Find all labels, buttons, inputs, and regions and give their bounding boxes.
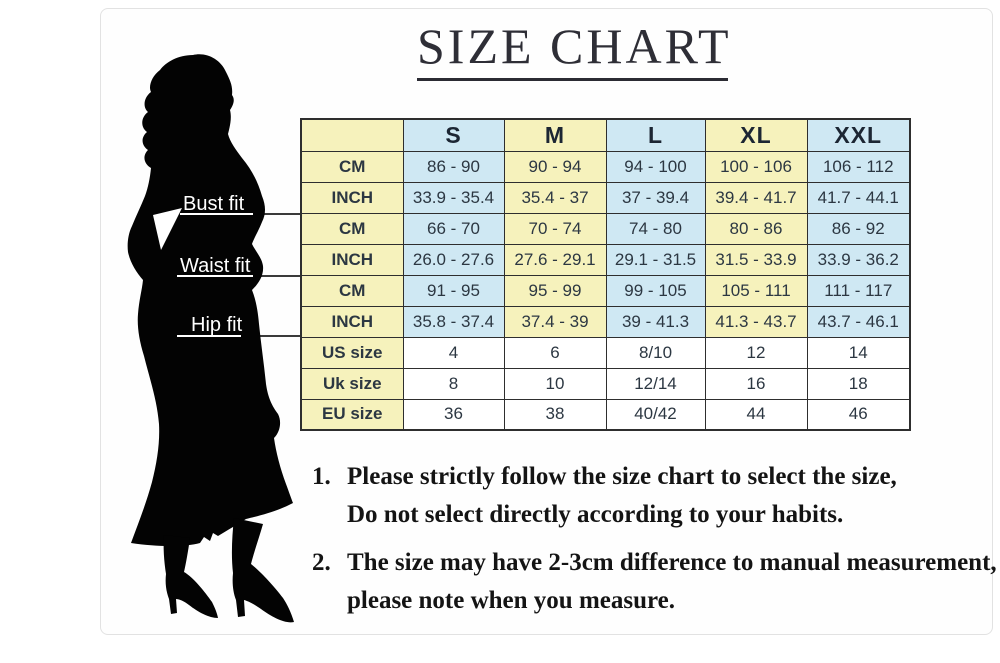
row-label: US size [300, 336, 404, 369]
bust-connector-line [248, 213, 300, 215]
bust-inch-row: INCH 33.9 - 35.4 35.4 - 37 37 - 39.4 39.… [300, 181, 911, 214]
note-2: 2. The size may have 2-3cm difference to… [312, 544, 997, 620]
size-cell: 46 [806, 398, 911, 431]
size-cell: 86 - 92 [806, 212, 911, 245]
hip-fit-underline [177, 335, 241, 337]
col-header-s: S [402, 118, 505, 152]
eu-size-row: EU size 36 38 40/42 44 46 [300, 398, 911, 431]
bust-fit-underline [180, 213, 253, 215]
size-cell: 33.9 - 36.2 [806, 243, 911, 276]
row-label: INCH [300, 181, 404, 214]
size-cell: 18 [806, 367, 911, 400]
note-2-line-2: please note when you measure. [347, 587, 676, 614]
col-header-blank [300, 118, 404, 152]
waist-fit-underline [177, 275, 253, 277]
hip-cm-row: CM 91 - 95 95 - 99 99 - 105 105 - 111 11… [300, 274, 911, 307]
size-cell: 37.4 - 39 [503, 305, 607, 338]
size-cell: 31.5 - 33.9 [704, 243, 808, 276]
row-label: CM [300, 150, 404, 183]
size-cell: 41.7 - 44.1 [806, 181, 911, 214]
size-cell: 41.3 - 43.7 [704, 305, 808, 338]
note-2-text: The size may have 2-3cm difference to ma… [347, 544, 997, 620]
page-title: SIZE CHART [417, 20, 729, 81]
size-cell: 4 [402, 336, 505, 369]
size-cell: 35.8 - 37.4 [402, 305, 505, 338]
hip-fit-label: Hip fit [191, 314, 243, 336]
col-header-xxl: XXL [806, 118, 911, 152]
row-label: INCH [300, 305, 404, 338]
size-cell: 90 - 94 [503, 150, 607, 183]
note-1-number: 1. [312, 463, 331, 490]
size-cell: 12 [704, 336, 808, 369]
col-header-xl: XL [704, 118, 808, 152]
waist-connector-line [248, 275, 300, 277]
size-cell: 40/42 [605, 398, 706, 431]
row-label: Uk size [300, 367, 404, 400]
woman-silhouette-figure [127, 54, 294, 623]
size-cell: 43.7 - 46.1 [806, 305, 911, 338]
size-cell: 12/14 [605, 367, 706, 400]
bust-fit-label: Bust fit [183, 193, 245, 215]
row-label: EU size [300, 398, 404, 431]
note-2-number: 2. [312, 549, 331, 576]
col-header-m: M [503, 118, 607, 152]
waist-fit-label: Waist fit [180, 255, 251, 277]
size-cell: 38 [503, 398, 607, 431]
bust-cm-row: CM 86 - 90 90 - 94 94 - 100 100 - 106 10… [300, 150, 911, 183]
size-cell: 14 [806, 336, 911, 369]
waist-cm-row: CM 66 - 70 70 - 74 74 - 80 80 - 86 86 - … [300, 212, 911, 245]
note-1-line-1: Please strictly follow the size chart to… [347, 463, 897, 490]
size-cell: 66 - 70 [402, 212, 505, 245]
size-cell: 39 - 41.3 [605, 305, 706, 338]
size-cell: 29.1 - 31.5 [605, 243, 706, 276]
size-cell: 100 - 106 [704, 150, 808, 183]
size-cell: 91 - 95 [402, 274, 505, 307]
size-cell: 39.4 - 41.7 [704, 181, 808, 214]
waist-inch-row: INCH 26.0 - 27.6 27.6 - 29.1 29.1 - 31.5… [300, 243, 911, 276]
size-cell: 86 - 90 [402, 150, 505, 183]
row-label: INCH [300, 243, 404, 276]
row-label: CM [300, 212, 404, 245]
size-cell: 6 [503, 336, 607, 369]
size-cell: 16 [704, 367, 808, 400]
uk-size-row: Uk size 8 10 12/14 16 18 [300, 367, 911, 400]
size-cell: 94 - 100 [605, 150, 706, 183]
row-label: CM [300, 274, 404, 307]
size-cell: 36 [402, 398, 505, 431]
size-cell: 10 [503, 367, 607, 400]
size-cell: 26.0 - 27.6 [402, 243, 505, 276]
size-cell: 44 [704, 398, 808, 431]
note-1: 1. Please strictly follow the size chart… [312, 458, 897, 534]
size-cell: 70 - 74 [503, 212, 607, 245]
us-size-row: US size 4 6 8/10 12 14 [300, 336, 911, 369]
col-header-l: L [605, 118, 706, 152]
size-cell: 80 - 86 [704, 212, 808, 245]
note-1-line-2: Do not select directly according to your… [347, 501, 844, 528]
header-row: S M L XL XXL [300, 118, 911, 152]
size-cell: 74 - 80 [605, 212, 706, 245]
note-1-text: Please strictly follow the size chart to… [347, 458, 897, 534]
hip-inch-row: INCH 35.8 - 37.4 37.4 - 39 39 - 41.3 41.… [300, 305, 911, 338]
size-cell: 8/10 [605, 336, 706, 369]
size-cell: 105 - 111 [704, 274, 808, 307]
hip-connector-line [236, 335, 300, 337]
size-cell: 106 - 112 [806, 150, 911, 183]
size-cell: 99 - 105 [605, 274, 706, 307]
size-cell: 27.6 - 29.1 [503, 243, 607, 276]
size-cell: 95 - 99 [503, 274, 607, 307]
size-cell: 35.4 - 37 [503, 181, 607, 214]
size-cell: 111 - 117 [806, 274, 911, 307]
size-cell: 8 [402, 367, 505, 400]
size-table: S M L XL XXL CM 86 - 90 90 - 94 94 - 100… [300, 118, 911, 431]
size-cell: 33.9 - 35.4 [402, 181, 505, 214]
size-cell: 37 - 39.4 [605, 181, 706, 214]
note-2-line-1: The size may have 2-3cm difference to ma… [347, 549, 997, 576]
